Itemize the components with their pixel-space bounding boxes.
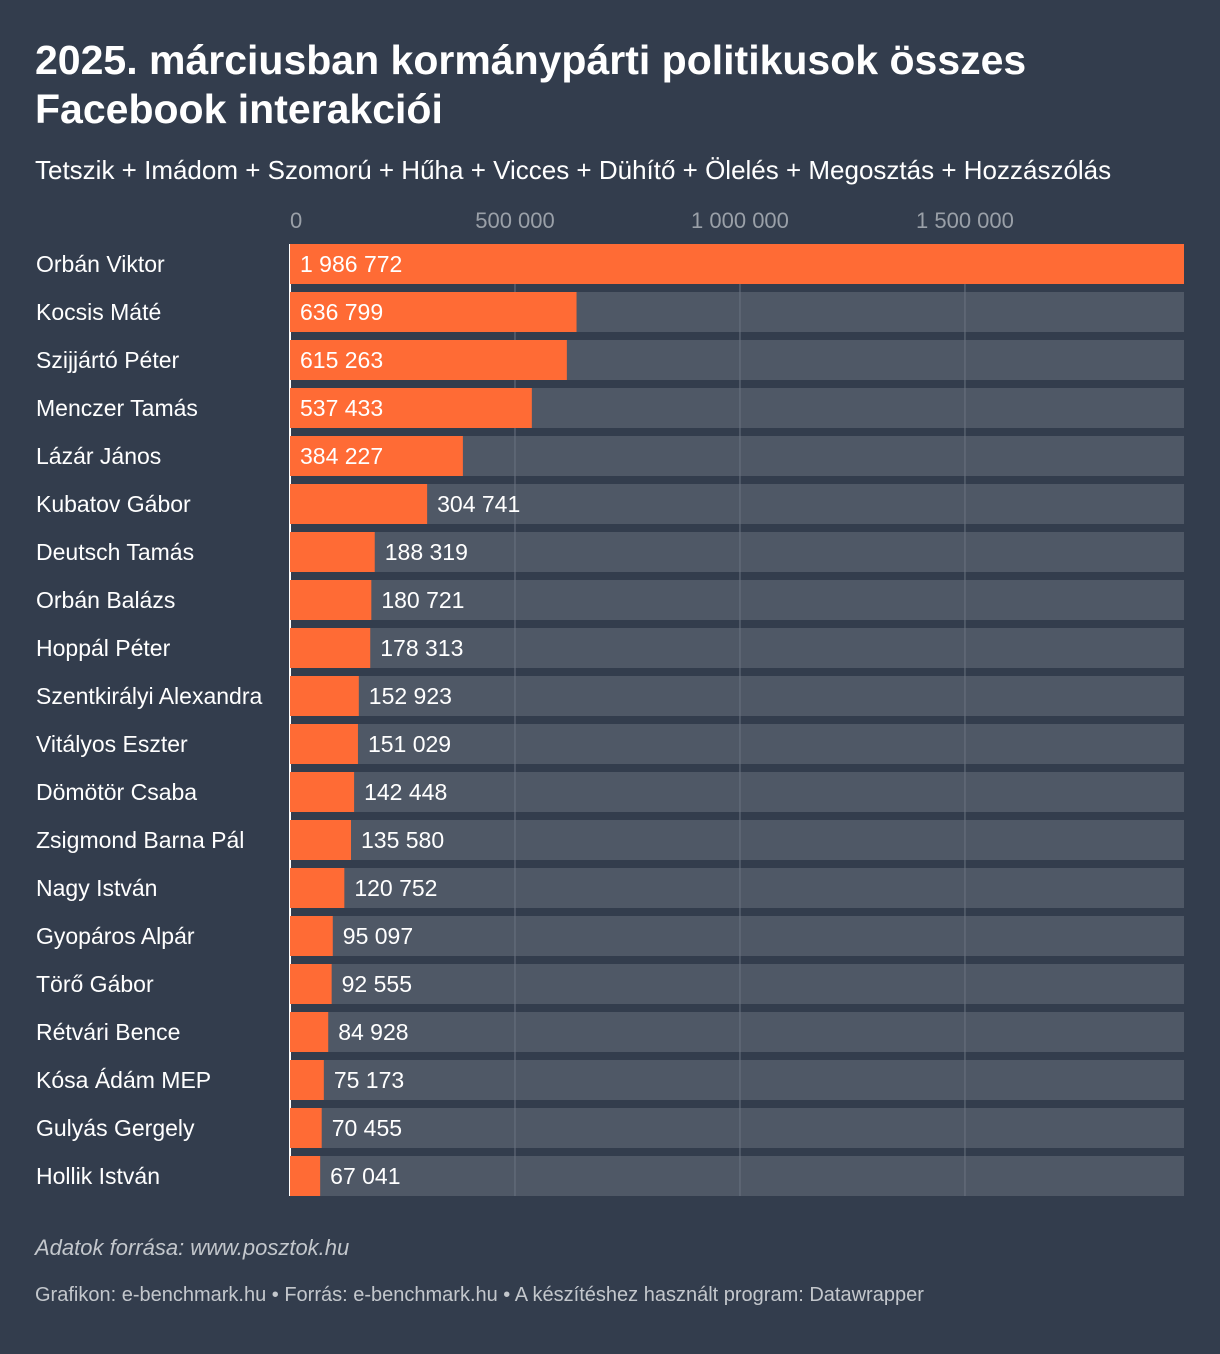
bar-track xyxy=(290,820,1184,860)
value-label: 151 029 xyxy=(368,731,451,757)
category-label: Törő Gábor xyxy=(36,971,154,997)
bar xyxy=(290,292,577,332)
footer-credits: Grafikon: e-benchmark.hu • Forrás: e-ben… xyxy=(35,1284,924,1306)
x-tick-label: 500 000 xyxy=(475,208,555,233)
category-label: Lázár János xyxy=(36,443,161,469)
value-label: 384 227 xyxy=(300,443,383,469)
bar-track xyxy=(290,1012,1184,1052)
category-label: Vitályos Eszter xyxy=(36,731,188,757)
bar xyxy=(290,1012,329,1052)
value-label: 537 433 xyxy=(300,395,383,421)
category-label: Rétvári Bence xyxy=(36,1019,180,1045)
bar-track xyxy=(290,1156,1184,1196)
x-tick-label: 0 xyxy=(290,208,302,233)
bar xyxy=(290,340,567,380)
bar xyxy=(290,580,372,620)
value-label: 67 041 xyxy=(330,1163,400,1189)
category-labels: Orbán Viktor Kocsis Máté Szijjártó Péter Me… xyxy=(36,251,262,1189)
bar xyxy=(290,244,1184,284)
bar-chart: 0 500 000 1 000 000 1 500 000 Orbán Viktor K… xyxy=(36,208,1184,1196)
bar xyxy=(290,772,355,812)
value-label: 70 455 xyxy=(332,1115,402,1141)
value-label: 178 313 xyxy=(380,635,463,661)
category-label: Deutsch Tamás xyxy=(36,539,194,565)
category-label: Gyopáros Alpár xyxy=(36,923,195,949)
value-labels: 1 986 772 636 799 615 263 537 433 384 227 304… xyxy=(300,251,520,1189)
value-label: 95 097 xyxy=(343,923,413,949)
chart-title: 2025. márciusban kormánypárti politikuso… xyxy=(35,37,1027,132)
bar xyxy=(290,628,371,668)
x-tick-label: 1 000 000 xyxy=(691,208,789,233)
bar xyxy=(290,484,428,524)
bar xyxy=(290,1060,324,1100)
value-label: 180 721 xyxy=(381,587,464,613)
bar-track xyxy=(290,916,1184,956)
value-label: 1 986 772 xyxy=(300,251,402,277)
category-label: Kocsis Máté xyxy=(36,299,161,325)
bar xyxy=(290,532,375,572)
bar-track xyxy=(290,532,1184,572)
bar xyxy=(290,964,332,1004)
bar-track xyxy=(290,580,1184,620)
bar-track xyxy=(290,484,1184,524)
value-label: 188 319 xyxy=(385,539,468,565)
value-label: 120 752 xyxy=(354,875,437,901)
bar-track xyxy=(290,676,1184,716)
bar xyxy=(290,868,345,908)
bar-track xyxy=(290,628,1184,668)
category-label: Nagy István xyxy=(36,875,157,901)
category-label: Zsigmond Barna Pál xyxy=(36,827,244,853)
chart-subtitle: Tetszik + Imádom + Szomorú + Hűha + Vicc… xyxy=(35,155,1112,185)
bar xyxy=(290,1156,321,1196)
category-label: Kósa Ádám MEP xyxy=(36,1067,211,1093)
x-tick-label: 1 500 000 xyxy=(916,208,1014,233)
bar-track xyxy=(290,772,1184,812)
value-label: 152 923 xyxy=(369,683,452,709)
bar-track xyxy=(290,868,1184,908)
category-label: Orbán Viktor xyxy=(36,251,165,277)
bar-track xyxy=(290,964,1184,1004)
bar xyxy=(290,676,359,716)
bar-track xyxy=(290,1108,1184,1148)
bar xyxy=(290,724,358,764)
bar xyxy=(290,820,352,860)
value-label: 615 263 xyxy=(300,347,383,373)
category-label: Orbán Balázs xyxy=(36,587,175,613)
category-label: Szentkirályi Alexandra xyxy=(36,683,262,709)
bar-track xyxy=(290,724,1184,764)
category-label: Menczer Tamás xyxy=(36,395,198,421)
value-label: 636 799 xyxy=(300,299,383,325)
value-label: 92 555 xyxy=(342,971,412,997)
bar xyxy=(290,916,333,956)
bar-tracks xyxy=(290,244,1184,1196)
value-label: 84 928 xyxy=(338,1019,408,1045)
bar xyxy=(290,1108,322,1148)
x-axis-ticks: 0 500 000 1 000 000 1 500 000 xyxy=(290,208,1014,233)
value-label: 75 173 xyxy=(334,1067,404,1093)
bar xyxy=(290,436,463,476)
category-label: Hollik István xyxy=(36,1163,160,1189)
category-label: Dömötör Csaba xyxy=(36,779,197,805)
value-label: 135 580 xyxy=(361,827,444,853)
category-label: Gulyás Gergely xyxy=(36,1115,195,1141)
bar-track xyxy=(290,1060,1184,1100)
category-label: Szijjártó Péter xyxy=(36,347,180,373)
grid-lines xyxy=(289,244,966,1196)
bars xyxy=(290,244,1184,1196)
category-label: Hoppál Péter xyxy=(36,635,171,661)
category-label: Kubatov Gábor xyxy=(36,491,191,517)
bar xyxy=(290,388,532,428)
value-label: 142 448 xyxy=(364,779,447,805)
value-label: 304 741 xyxy=(437,491,520,517)
data-source-note: Adatok forrása: www.posztok.hu xyxy=(35,1235,350,1260)
